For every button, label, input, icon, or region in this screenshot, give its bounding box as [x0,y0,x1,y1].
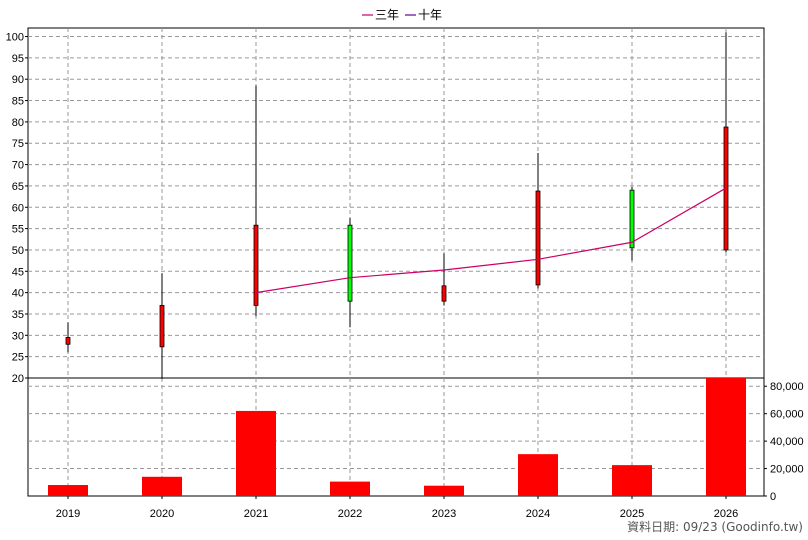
volume-bar [424,485,464,496]
legend: 三年 十年 [362,8,442,22]
price-tick-label: 70 [12,160,24,172]
x-axis: 2019 2020 2021 2022 2023 2024 2025 2026 [56,496,738,520]
candle-body [347,224,353,302]
volume-bar [142,476,182,496]
volume-bar [612,465,652,496]
candlesticks [65,32,729,379]
price-tick-label: 60 [12,202,24,214]
volume-bar [706,378,746,496]
candle-body [441,285,447,302]
x-tick-label: 2019 [56,508,80,520]
x-tick-label: 2021 [244,508,268,520]
x-tick-label: 2022 [338,508,362,520]
price-tick-label: 90 [12,74,24,86]
volume-tick-label: 20,000 [770,464,804,476]
price-panel-frame [27,27,765,379]
price-tick-label: 100 [6,32,24,44]
price-y-axis: 20 25 30 35 40 45 50 55 60 65 70 75 80 85 90 95 100 [6,32,28,385]
volume-tick-label: 0 [770,491,776,503]
volume-tick-label: 80,000 [770,381,804,393]
price-tick-label: 55 [12,224,24,236]
legend-label-ten-year: 十年 [418,8,442,22]
candle-body [535,190,541,286]
footer-date: 資料日期: 09/23 (Goodinfo.tw) [627,520,803,534]
volume-bar [330,481,370,496]
volume-bars [48,378,746,496]
volume-gridlines [28,378,764,496]
price-tick-label: 20 [12,373,24,385]
price-gridlines [28,28,764,378]
volume-panel-frame [27,377,765,497]
candle-body [629,189,635,249]
volume-bar [236,410,276,496]
candle-body [159,305,165,348]
price-tick-label: 35 [12,309,24,321]
price-tick-label: 95 [12,53,24,65]
volume-tick-label: 60,000 [770,409,804,421]
x-tick-label: 2023 [432,508,456,520]
price-tick-label: 65 [12,181,24,193]
volume-tick-label: 40,000 [770,436,804,448]
candle-body [65,337,71,345]
x-tick-label: 2020 [150,508,174,520]
price-tick-label: 25 [12,352,24,364]
volume-y-axis: 0 20,000 40,000 60,000 80,000 [764,381,804,503]
legend-label-three-year: 三年 [375,8,399,22]
x-tick-label: 2024 [526,508,550,520]
price-tick-label: 40 [12,288,24,300]
price-tick-label: 80 [12,117,24,129]
x-tick-label: 2026 [714,508,738,520]
volume-bar [48,485,88,496]
line-series-three-year [255,187,727,294]
price-tick-label: 45 [12,266,24,278]
price-tick-label: 85 [12,96,24,108]
volume-bar [518,454,558,496]
price-tick-label: 30 [12,330,24,342]
price-tick-label: 50 [12,245,24,257]
candle-body [253,224,259,306]
price-tick-label: 75 [12,138,24,150]
x-tick-label: 2025 [620,508,644,520]
three-year-line [255,187,727,294]
